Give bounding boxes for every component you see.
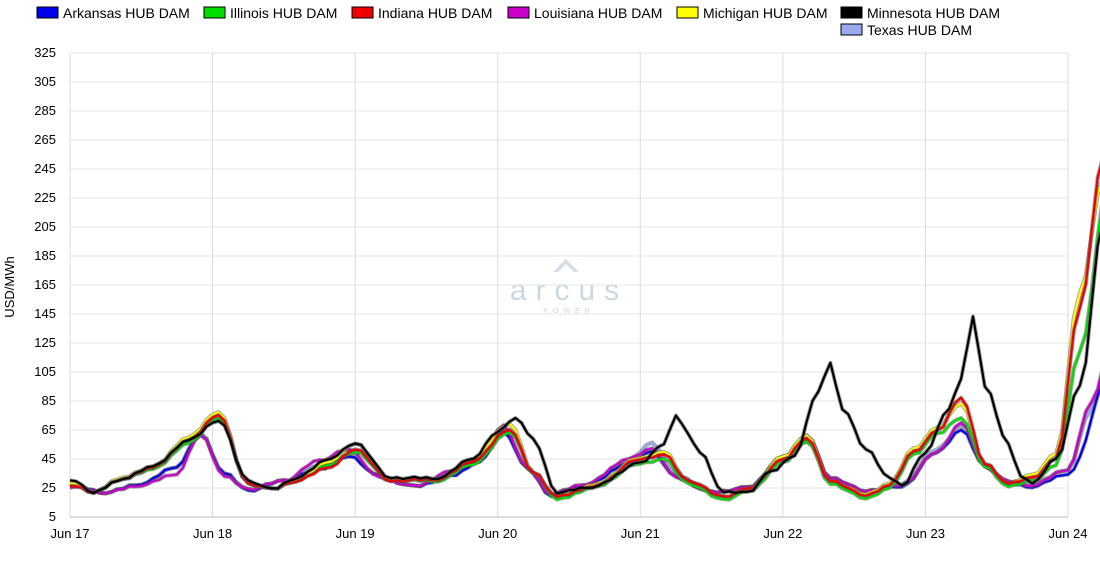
watermark-logo: arcus POWER: [510, 259, 628, 315]
series-minnesota-hub-dam: [69, 67, 1100, 496]
y-tick-label: 85: [42, 393, 56, 408]
series-line[interactable]: [69, 67, 1100, 495]
legend-swatch: [203, 6, 226, 19]
watermark-text: arcus: [510, 274, 628, 307]
legend-item[interactable]: Texas HUB DAM: [840, 22, 972, 38]
legend-item[interactable]: Michigan HUB DAM: [676, 5, 827, 21]
x-tick-label: Jun 17: [50, 526, 89, 541]
y-tick-label: 25: [42, 480, 56, 495]
x-axis-ticks: Jun 17 Jun 18 Jun 19 Jun 20 Jun 21 Jun 22 Jun …: [50, 526, 1087, 541]
y-tick-label: 145: [34, 306, 56, 321]
legend-label: Indiana HUB DAM: [378, 5, 492, 21]
x-tick-label: Jun 20: [478, 526, 517, 541]
legend-item[interactable]: Illinois HUB DAM: [203, 5, 337, 21]
legend: Arkansas HUB DAM Illinois HUB DAM Indiana …: [36, 5, 1000, 38]
y-tick-label: 305: [34, 74, 56, 89]
y-tick-label: 105: [34, 364, 56, 379]
y-tick-label: 245: [34, 161, 56, 176]
series-line-shadow: [69, 370, 1100, 497]
y-tick-label: 125: [34, 335, 56, 350]
watermark-chevron: [553, 259, 579, 272]
x-tick-label: Jun 24: [1048, 526, 1087, 541]
y-tick-label: 5: [49, 509, 56, 524]
legend-label: Illinois HUB DAM: [230, 5, 337, 21]
y-tick-label: 285: [34, 103, 56, 118]
legend-item[interactable]: Arkansas HUB DAM: [36, 5, 190, 21]
watermark-subtext: POWER: [543, 308, 594, 315]
y-axis-title: USD/MWh: [2, 256, 17, 317]
legend-item[interactable]: Indiana HUB DAM: [351, 5, 492, 21]
legend-label: Louisiana HUB DAM: [534, 5, 662, 21]
series-lines: [69, 67, 1100, 502]
legend-label: Minnesota HUB DAM: [867, 5, 1000, 21]
y-tick-label: 65: [42, 422, 56, 437]
legend-item[interactable]: Louisiana HUB DAM: [507, 5, 662, 21]
y-tick-label: 185: [34, 248, 56, 263]
legend-swatch: [676, 6, 699, 19]
legend-swatch: [840, 23, 863, 36]
gridlines: [69, 52, 1069, 518]
x-tick-label: Jun 23: [906, 526, 945, 541]
legend-swatch: [507, 6, 530, 19]
series-louisiana-hub-dam: [69, 324, 1100, 497]
legend-label: Texas HUB DAM: [867, 22, 972, 38]
y-tick-label: 265: [34, 132, 56, 147]
legend-swatch: [840, 6, 863, 19]
legend-label: Michigan HUB DAM: [703, 5, 827, 21]
legend-swatch: [36, 6, 59, 19]
legend-item[interactable]: Minnesota HUB DAM: [840, 5, 1000, 21]
y-tick-label: 205: [34, 219, 56, 234]
x-tick-label: Jun 18: [193, 526, 232, 541]
y-tick-label: 165: [34, 277, 56, 292]
y-tick-label: 45: [42, 451, 56, 466]
x-tick-label: Jun 21: [621, 526, 660, 541]
y-tick-label: 325: [34, 45, 56, 60]
legend-label: Arkansas HUB DAM: [63, 5, 190, 21]
y-tick-label: 225: [34, 190, 56, 205]
series-line[interactable]: [69, 324, 1100, 496]
x-tick-label: Jun 19: [336, 526, 375, 541]
y-axis-ticks: 5 25 45 65 85 105 125 145 165 185 205 225 245 265 285 3…: [34, 45, 56, 524]
legend-swatch: [351, 6, 374, 19]
x-tick-label: Jun 22: [763, 526, 802, 541]
